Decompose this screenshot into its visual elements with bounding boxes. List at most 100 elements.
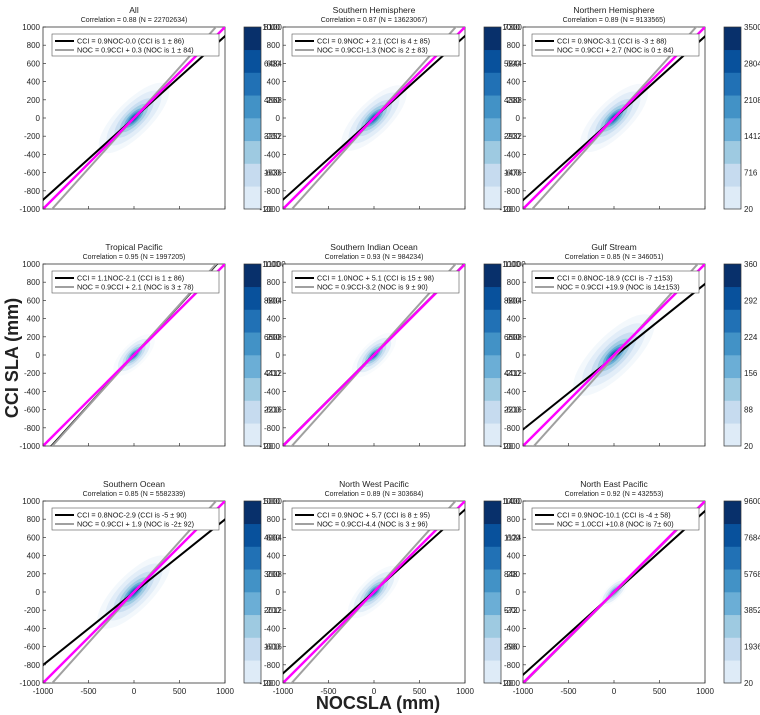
colorbar-segment bbox=[724, 592, 741, 616]
x-tick-label: 0 bbox=[612, 687, 617, 696]
colorbar-segment bbox=[484, 309, 501, 333]
colorbar-segment bbox=[724, 140, 741, 164]
colorbar-segment bbox=[244, 569, 261, 593]
y-tick-label: 600 bbox=[507, 296, 521, 305]
panel-6: -1000-800-600-400-20002004006008001000-1… bbox=[20, 479, 283, 696]
colorbar: 20 1016 2012 3008 4004 5000 bbox=[243, 497, 282, 688]
legend: CCI = 0.9NOC-3.1 (CCI is -3 ± 88)NOC = 0… bbox=[531, 33, 700, 57]
y-tick-label: -1000 bbox=[500, 679, 521, 688]
legend-entry: NOC = 0.9CCI + 1.9 (NOC is -2± 92) bbox=[77, 520, 194, 529]
colorbar-segment bbox=[484, 614, 501, 638]
y-tick-label: 400 bbox=[507, 78, 521, 87]
colorbar-segment bbox=[724, 27, 741, 51]
colorbar-segment bbox=[724, 355, 741, 379]
colorbar-tick-label: 2804 bbox=[744, 59, 760, 68]
y-tick-label: -800 bbox=[264, 187, 281, 196]
colorbar-segment bbox=[484, 140, 501, 164]
x-tick-label: -1000 bbox=[513, 687, 534, 696]
y-tick-label: -1000 bbox=[500, 442, 521, 451]
legend: CCI = 0.9NOC + 5.7 (CCI is 8 ± 95)NOC = … bbox=[291, 507, 460, 531]
colorbar-tick-label: 20 bbox=[744, 205, 753, 214]
legend: CCI = 0.9NOC-0.0 (CCI is 1 ± 86)NOC = 0.… bbox=[51, 33, 220, 57]
y-tick-label: -400 bbox=[264, 624, 281, 633]
colorbar-tick-label: 5000 bbox=[264, 497, 282, 506]
colorbar-tick-label: 8100 bbox=[264, 23, 282, 32]
colorbar-tick-label: 20 bbox=[264, 205, 273, 214]
legend-entry: CCI = 0.9NOC + 5.7 (CCI is 8 ± 95) bbox=[317, 511, 430, 520]
colorbar-segment bbox=[724, 377, 741, 401]
y-tick-label: 800 bbox=[27, 278, 41, 287]
panel-title: Southern Hemisphere bbox=[333, 5, 416, 15]
colorbar-tick-label: 1016 bbox=[264, 643, 282, 652]
colorbar-segment bbox=[484, 523, 501, 547]
y-tick-label: 800 bbox=[507, 515, 521, 524]
y-tick-label: -600 bbox=[504, 643, 521, 652]
colorbar-segment bbox=[484, 637, 501, 661]
figure-xlabel: NOCSLA (mm) bbox=[316, 693, 440, 713]
colorbar-segment bbox=[244, 309, 261, 333]
y-tick-label: 1000 bbox=[22, 260, 40, 269]
legend-entry: NOC = 0.9CCI-4.4 (NOC is 3 ± 96) bbox=[317, 520, 428, 529]
y-tick-label: -400 bbox=[264, 150, 281, 159]
legend: CCI = 0.8NOC-18.9 (CCI is -7 ±153)NOC = … bbox=[531, 270, 700, 294]
legend-entry: CCI = 0.9NOC-3.1 (CCI is -3 ± 88) bbox=[557, 37, 667, 46]
x-tick-label: -500 bbox=[320, 687, 337, 696]
legend-entry: CCI = 0.9NOC + 2.1 (CCI is 4 ± 85) bbox=[317, 37, 430, 46]
colorbar-tick-label: 20 bbox=[504, 442, 513, 451]
y-tick-label: 400 bbox=[267, 315, 281, 324]
legend-entry: NOC = 0.9CCI-1.3 (NOC is 2 ± 83) bbox=[317, 46, 428, 55]
colorbar-segment bbox=[484, 27, 501, 51]
legend-entry: NOC = 0.9CCI + 2.7 (NOC is 0 ± 84) bbox=[557, 46, 674, 55]
colorbar-segment bbox=[724, 264, 741, 288]
colorbar-segment bbox=[244, 355, 261, 379]
colorbar-segment bbox=[244, 95, 261, 119]
y-tick-label: 1000 bbox=[262, 497, 280, 506]
y-tick-label: -800 bbox=[24, 424, 41, 433]
y-tick-label: -400 bbox=[504, 150, 521, 159]
panel-2: -1000 -800 -600 -400 -200 0 200 400 600 800 1000 No… bbox=[500, 5, 760, 214]
legend: CCI = 0.9NOC-10.1 (CCI is -4 ± 58)NOC = … bbox=[531, 507, 700, 531]
x-tick-label: 1000 bbox=[216, 687, 234, 696]
colorbar-segment bbox=[724, 614, 741, 638]
colorbar-tick-label: 1936 bbox=[744, 643, 760, 652]
y-tick-label: -800 bbox=[264, 661, 281, 670]
y-tick-label: 400 bbox=[267, 78, 281, 87]
colorbar-segment bbox=[244, 660, 261, 684]
colorbar-tick-label: 20 bbox=[504, 679, 513, 688]
y-tick-label: 1000 bbox=[502, 23, 520, 32]
colorbar-segment bbox=[244, 332, 261, 356]
colorbar: 20 1476 2932 4388 5844 7300 bbox=[483, 23, 522, 214]
y-tick-label: -600 bbox=[504, 406, 521, 415]
panel-subtitle: Correlation = 0.95 (N = 1997205) bbox=[83, 254, 186, 261]
y-tick-label: -1000 bbox=[500, 205, 521, 214]
colorbar-tick-label: 296 bbox=[504, 643, 518, 652]
panel-5: -1000 -800 -600 -400 -200 0 200 400 600 800 1000 Gu… bbox=[500, 242, 758, 451]
y-tick-label: 200 bbox=[507, 333, 521, 342]
colorbar-tick-label: 1412 bbox=[744, 132, 760, 141]
colorbar-segment bbox=[244, 400, 261, 424]
y-tick-label: -800 bbox=[504, 187, 521, 196]
y-tick-label: 200 bbox=[507, 96, 521, 105]
colorbar-segment bbox=[724, 286, 741, 310]
y-tick-label: 1000 bbox=[262, 260, 280, 269]
legend-entry: NOC = 0.9CCI-3.2 (NOC is 9 ± 90) bbox=[317, 283, 428, 292]
panel-title: Tropical Pacific bbox=[105, 242, 163, 252]
panel-title: Southern Ocean bbox=[103, 479, 165, 489]
colorbar-segment bbox=[484, 501, 501, 525]
y-tick-label: 400 bbox=[507, 552, 521, 561]
panel-title: North West Pacific bbox=[339, 479, 410, 489]
colorbar-segment bbox=[484, 592, 501, 616]
colorbar-segment bbox=[484, 569, 501, 593]
y-tick-label: -200 bbox=[264, 132, 281, 141]
colorbar-segment bbox=[484, 186, 501, 210]
panel-3: -1000-800-600-400-20002004006008001000Tr… bbox=[20, 242, 287, 451]
colorbar-segment bbox=[484, 49, 501, 73]
y-tick-label: -600 bbox=[264, 169, 281, 178]
y-tick-label: -1000 bbox=[20, 205, 41, 214]
y-tick-label: 200 bbox=[27, 96, 41, 105]
colorbar-segment bbox=[724, 95, 741, 119]
y-tick-label: 1000 bbox=[22, 497, 40, 506]
colorbar-tick-label: 224 bbox=[744, 333, 758, 342]
panel-0: -1000-800-600-400-20002004006008001000Al… bbox=[20, 5, 283, 214]
